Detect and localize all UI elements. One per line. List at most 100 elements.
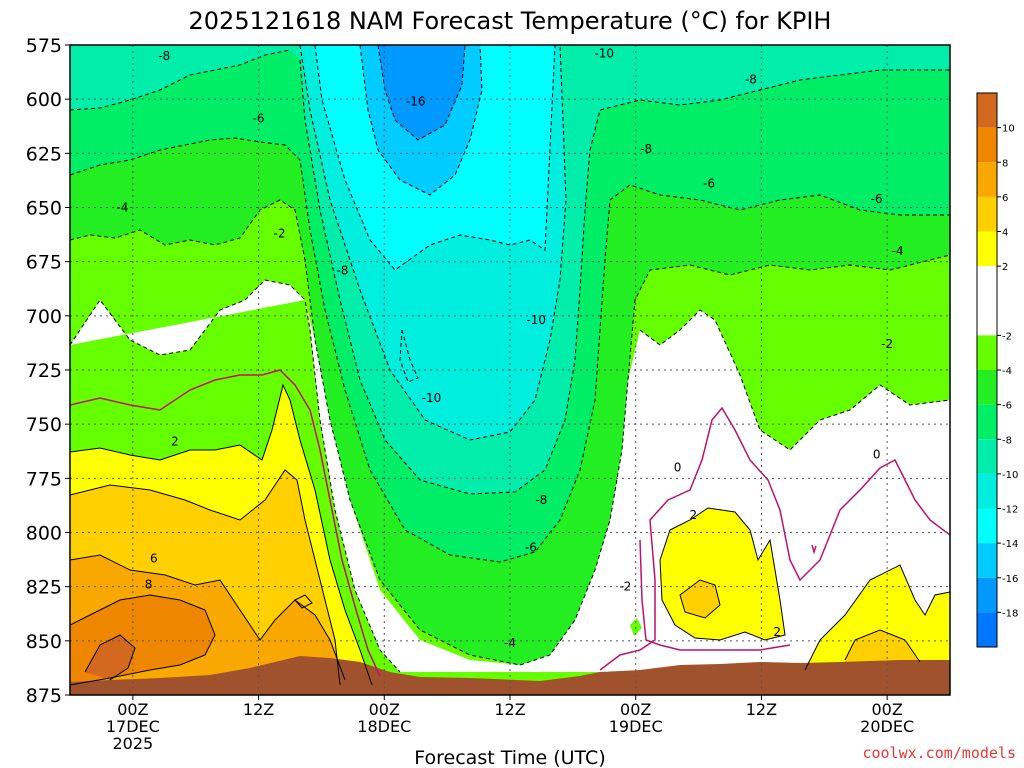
negative-contours <box>70 45 950 673</box>
contour-label: -8 <box>745 73 757 87</box>
y-tick-label: 725 <box>26 360 62 382</box>
colorbar-label: -18 <box>1002 608 1018 619</box>
colorbar-swatch <box>977 404 997 440</box>
contour-label: 0 <box>674 461 682 475</box>
contour-minus-12 <box>314 45 556 271</box>
contour-label: -10 <box>526 313 546 327</box>
contour-label: -10 <box>422 391 442 405</box>
contour-label: -2 <box>619 580 631 594</box>
contour-label: -8 <box>535 493 547 507</box>
colorbar-swatch <box>977 127 997 163</box>
contour-plus-4-left <box>70 469 341 686</box>
x-tick-label: 12Z <box>243 700 274 719</box>
contour-label: -2 <box>881 337 893 351</box>
x-tick-label: 12Z <box>494 700 525 719</box>
contour-plus-8-left <box>70 594 216 686</box>
y-tick-label: 575 <box>26 35 62 57</box>
y-tick-label: 875 <box>26 685 62 707</box>
x-tick-label: 00Z <box>871 700 902 719</box>
x-tick-label: 00Z <box>117 700 148 719</box>
colorbar-swatch <box>977 370 997 405</box>
colorbar-swatch <box>977 473 997 509</box>
colorbar-label: -8 <box>1002 435 1012 446</box>
contour-label: -16 <box>406 94 426 108</box>
y-tick-label: 800 <box>26 523 62 545</box>
contour-minus-8-mid <box>299 59 950 495</box>
x-tick-label: 19DEC <box>609 717 663 736</box>
band-2-4-right <box>805 565 950 672</box>
y-tick-label: 625 <box>26 143 62 165</box>
colorbar-swatch <box>977 439 997 474</box>
colorbar-label: 10 <box>1002 124 1015 135</box>
x-tick-label: 17DEC <box>106 717 160 736</box>
contour-label: -2 <box>274 227 286 241</box>
colorbar-swatch <box>977 93 997 128</box>
contour-label: 2 <box>171 435 179 449</box>
contour-label: 8 <box>145 578 153 592</box>
y-tick-label: 700 <box>26 306 62 328</box>
contour-plus-6-left <box>70 554 346 681</box>
contour-label: 2 <box>690 508 698 522</box>
chart-title: 2025121618 NAM Forecast Temperature (°C)… <box>189 7 832 35</box>
contour-plus-2-mid-right <box>659 507 786 641</box>
contour-plus-2-left <box>70 383 373 686</box>
colorbar: 10 8 6 4 2 -2 -4 -6 -8 -10 -12 -14 -16 -18 <box>976 92 1018 648</box>
y-tick-label: 825 <box>26 577 62 599</box>
contour-label: -4 <box>892 244 904 258</box>
contour-zero-right <box>599 406 950 671</box>
colorbar-label: -12 <box>1002 505 1018 516</box>
contour-label: -6 <box>525 541 537 555</box>
x-tick-label: 00Z <box>620 700 651 719</box>
contour-labels: -8 -6 -4 -2 -8 -16 -10 -8 -8 -6 -6 -4 -10 -10 -8 -6 -4 -2… <box>116 47 903 650</box>
colorbar-label: -10 <box>1002 470 1018 481</box>
colorbar-label: 8 <box>1002 158 1008 169</box>
x-tick-label: 20DEC <box>860 717 914 736</box>
y-tick-label: 600 <box>26 89 62 111</box>
colorbar-swatch <box>977 543 997 578</box>
contour-plus-4-small <box>294 594 313 609</box>
x-tick-label: 12Z <box>746 700 777 719</box>
contour-label: -4 <box>504 636 516 650</box>
colorbar-label: 2 <box>1002 262 1008 273</box>
x-tick-label: 00Z <box>369 700 400 719</box>
x-tick-label: 18DEC <box>357 717 411 736</box>
colorbar-label: 4 <box>1002 228 1008 239</box>
contour-label: -6 <box>871 192 883 206</box>
contour-label: -10 <box>594 47 614 61</box>
band-minus-18 <box>378 45 465 140</box>
colorbar-swatch <box>977 335 997 370</box>
y-tick-label: 775 <box>26 468 62 490</box>
contour-zero-small <box>811 544 817 555</box>
contour-plus-4-right <box>844 629 921 663</box>
contour-label: -8 <box>158 49 170 63</box>
colorbar-label: -4 <box>1002 366 1012 377</box>
contour-minus-2-right <box>639 309 950 451</box>
colorbar-swatch <box>977 612 997 647</box>
y-tick-label: 675 <box>26 252 62 274</box>
colorbar-swatch <box>977 196 997 232</box>
positive-contours <box>70 383 950 686</box>
contour-label: -6 <box>703 177 715 191</box>
contour-label: -8 <box>336 263 348 277</box>
contour-label: 6 <box>150 552 158 566</box>
y-tick-label: 750 <box>26 414 62 436</box>
contour-minus-8-left <box>70 49 291 111</box>
contour-plus-2-right <box>804 564 950 671</box>
plot-field: -8 -6 -4 -2 -8 -16 -10 -8 -8 -6 -6 -4 -10 -10 -8 -6 -4 -2… <box>70 45 950 695</box>
contour-minus-14 <box>359 45 483 196</box>
contour-minus-10-blob <box>399 329 419 383</box>
contour-label: -4 <box>116 201 128 215</box>
x-axis-label: Forecast Time (UTC) <box>414 747 605 768</box>
contour-plus-4-mid-right <box>679 579 721 619</box>
contour-minus-2 <box>70 279 401 673</box>
grid <box>70 45 950 695</box>
y-tick-label: 850 <box>26 631 62 653</box>
y-tick-label: 650 <box>26 198 62 220</box>
contour-label: -6 <box>253 112 265 126</box>
colorbar-label: -16 <box>1002 574 1018 585</box>
terrain <box>70 656 950 695</box>
colorbar-swatch <box>977 162 997 197</box>
colorbar-swatch <box>977 577 997 613</box>
